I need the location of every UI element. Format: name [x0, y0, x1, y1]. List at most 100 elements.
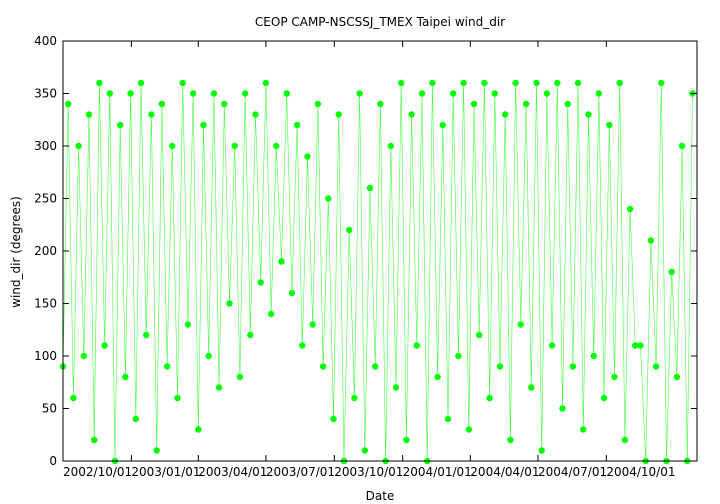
x-tick-label: 2003/04/01: [198, 465, 267, 479]
data-point: [632, 342, 639, 349]
data-point: [299, 342, 306, 349]
plot-area: [59, 79, 696, 465]
data-point: [403, 436, 410, 444]
y-tick-label: 150: [34, 297, 57, 311]
x-tick-label: 2004/04/01: [470, 465, 539, 479]
data-point: [85, 111, 93, 118]
y-axis: 0 50 100 150 200 250 300 350 400: [34, 34, 697, 468]
data-point: [611, 373, 618, 381]
data-point: [616, 79, 623, 87]
data-point: [652, 363, 660, 370]
data-point: [569, 363, 577, 370]
data-point: [528, 384, 535, 391]
data-point: [226, 300, 233, 307]
data-point: [502, 111, 509, 118]
data-point: [319, 363, 327, 370]
y-axis-label: wind_dir (degrees): [9, 196, 23, 308]
data-point: [262, 79, 270, 87]
data-point: [387, 142, 394, 150]
data-point: [408, 111, 415, 118]
data-point: [132, 415, 139, 423]
data-point: [554, 79, 561, 87]
data-point: [101, 342, 108, 349]
data-point: [366, 184, 374, 192]
data-point: [148, 111, 155, 118]
data-point: [460, 79, 467, 87]
data-point: [600, 394, 608, 402]
data-point: [595, 90, 603, 97]
data-point: [548, 342, 556, 349]
data-point: [137, 79, 145, 87]
x-tick-label: 2004/07/01: [538, 465, 607, 479]
data-point: [512, 79, 519, 87]
data-point: [252, 111, 259, 118]
data-point: [361, 447, 368, 454]
data-point: [418, 90, 426, 97]
data-point: [564, 100, 571, 108]
data-point: [647, 237, 655, 244]
data-point: [247, 331, 254, 339]
y-tick-label: 200: [34, 244, 57, 258]
data-point: [356, 90, 363, 97]
y-tick-label: 50: [42, 402, 57, 416]
data-point: [465, 426, 472, 433]
data-point: [241, 90, 249, 97]
data-point: [439, 121, 446, 129]
y-tick-label: 100: [34, 349, 57, 363]
data-point: [330, 415, 337, 423]
data-point: [658, 79, 665, 87]
data-point: [538, 447, 545, 454]
data-point: [163, 363, 171, 370]
x-axis: 2002/10/01 2003/01/012003/04/012003/07/01…: [62, 41, 675, 479]
data-point: [91, 436, 98, 444]
data-point: [205, 352, 212, 360]
data-point: [174, 394, 181, 402]
y-tick-label: 250: [34, 192, 57, 206]
data-point: [543, 90, 551, 97]
data-point: [70, 394, 77, 402]
y-tick-label: 400: [34, 34, 57, 48]
data-point: [65, 100, 72, 108]
data-point: [580, 426, 587, 433]
data-point: [444, 415, 452, 423]
data-point: [392, 384, 400, 391]
data-point: [106, 90, 114, 97]
data-point: [372, 363, 379, 370]
data-point: [75, 142, 82, 150]
data-point: [195, 426, 202, 433]
data-point: [673, 373, 681, 381]
data-point: [335, 111, 342, 118]
data-point: [637, 342, 644, 349]
data-point: [117, 121, 124, 129]
data-point: [267, 310, 275, 318]
data-point: [668, 268, 675, 276]
data-point: [309, 321, 316, 328]
data-point: [189, 90, 197, 97]
data-point: [470, 100, 478, 108]
data-point: [278, 258, 285, 265]
data-point: [325, 195, 332, 202]
data-point: [606, 121, 613, 129]
data-point: [491, 90, 498, 97]
data-point: [158, 100, 166, 108]
data-point: [80, 352, 88, 360]
y-tick-label: 300: [34, 139, 57, 153]
data-point: [179, 79, 186, 87]
data-point: [351, 394, 358, 402]
data-point: [273, 142, 280, 150]
data-point: [257, 279, 264, 286]
data-point: [398, 79, 405, 87]
x-tick-label: 2002/10/01: [63, 465, 132, 479]
data-point: [127, 90, 134, 97]
data-point: [626, 205, 634, 213]
data-point: [434, 373, 441, 381]
data-point: [215, 384, 223, 391]
data-point: [184, 321, 192, 328]
data-point: [377, 100, 384, 108]
data-point: [429, 79, 436, 87]
chart-title: CEOP CAMP-NSCSSJ_TMEX Taipei wind_dir: [255, 15, 505, 29]
data-point: [346, 226, 353, 234]
data-point: [283, 90, 290, 97]
data-point: [304, 153, 311, 160]
